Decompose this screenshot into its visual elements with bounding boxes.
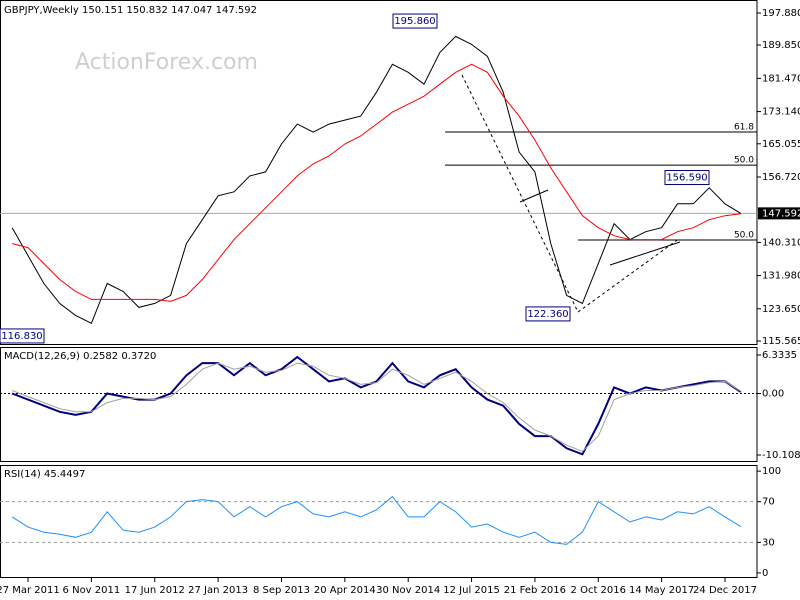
- symbol: GBPJPY,Weekly: [4, 5, 79, 16]
- x-tick-label: 17 Jun 2012: [125, 585, 185, 596]
- y-tick-label: 189.850: [762, 40, 800, 51]
- annotation-label: 116.830: [1, 331, 42, 342]
- trend-line: [609, 241, 681, 266]
- y-tick-label: 165.055: [762, 139, 800, 150]
- annotation-box: [525, 306, 571, 322]
- watermark: ActionForex.com: [75, 50, 258, 75]
- y-tick-label: 0: [762, 568, 768, 579]
- annotation-box: [664, 170, 710, 186]
- annotation-box: [0, 328, 45, 344]
- indicator-value: 0.2582: [83, 351, 118, 362]
- y-tick-label: 6.3335: [762, 350, 797, 361]
- quote-value: 150.832: [127, 5, 168, 16]
- y-tick-label: 70: [762, 497, 775, 508]
- indicator-name: RSI(14): [4, 469, 41, 480]
- x-tick-label: 8 Sep 2013: [253, 585, 310, 596]
- annotation-label: 156.590: [666, 173, 707, 184]
- panel-title: RSI(14) 45.4497: [4, 469, 85, 480]
- x-tick-label: 30 Nov 2014: [376, 585, 440, 596]
- fib-label: 50.0: [734, 231, 754, 241]
- x-tick-label: 6 Nov 2011: [63, 585, 121, 596]
- y-tick-label: 156.720: [762, 172, 800, 183]
- series-line: [11, 35, 742, 324]
- y-tick-label: 131.980: [762, 271, 800, 282]
- series-line: [12, 362, 742, 452]
- y-tick-label: 0.00: [762, 389, 784, 400]
- annotation-label: 122.360: [527, 309, 568, 320]
- y-tick-label: 173.140: [762, 107, 800, 118]
- x-tick-label: 24 Dec 2017: [693, 585, 757, 596]
- panel-title: MACD(12,26,9) 0.2582 0.3720: [4, 351, 156, 362]
- series-line: [11, 495, 742, 545]
- y-tick-label: -10.1082: [762, 450, 800, 461]
- trend-line: [461, 74, 579, 313]
- quote-value: 147.047: [171, 5, 212, 16]
- y-tick-label: 197.880: [762, 8, 800, 19]
- y-tick-label: 123.650: [762, 304, 800, 315]
- fib-label: 61.8: [734, 123, 754, 133]
- x-tick-label: 21 Feb 2016: [504, 585, 566, 596]
- panel-frame: [0, 347, 758, 462]
- fib-label: 50.0: [734, 156, 754, 166]
- series-line: [12, 63, 741, 302]
- indicator-value: 45.4497: [44, 469, 85, 480]
- panel-frame: [0, 0, 758, 345]
- y-tick-label: 115.565: [762, 336, 800, 347]
- annotation-label: 195.860: [394, 16, 435, 27]
- x-tick-label: 20 Apr 2014: [314, 585, 376, 596]
- x-tick-label: 14 May 2017: [629, 585, 694, 596]
- x-tick-label: 27 Jan 2013: [188, 585, 248, 596]
- panel-frame: [0, 465, 758, 578]
- last-price-box: [758, 207, 800, 220]
- quote-value: 147.592: [216, 5, 257, 16]
- y-tick-label: 100: [762, 466, 781, 477]
- last-price-label: 147.592: [762, 208, 800, 219]
- x-tick-label: 12 Jul 2015: [443, 585, 500, 596]
- x-tick-label: 2 Oct 2016: [571, 585, 626, 596]
- x-tick-label: 27 Mar 2011: [0, 585, 60, 596]
- quote-value: 150.151: [82, 5, 123, 16]
- y-tick-label: 30: [762, 537, 775, 548]
- y-tick-label: 140.310: [762, 237, 800, 248]
- annotation-box: [392, 13, 438, 29]
- chart-title: GBPJPY,Weekly 150.151 150.832 147.047 14…: [4, 5, 257, 16]
- trend-line: [519, 189, 549, 203]
- indicator-value: 0.3720: [121, 351, 156, 362]
- indicator-name: MACD(12,26,9): [4, 351, 80, 362]
- y-tick-label: 181.470: [762, 73, 800, 84]
